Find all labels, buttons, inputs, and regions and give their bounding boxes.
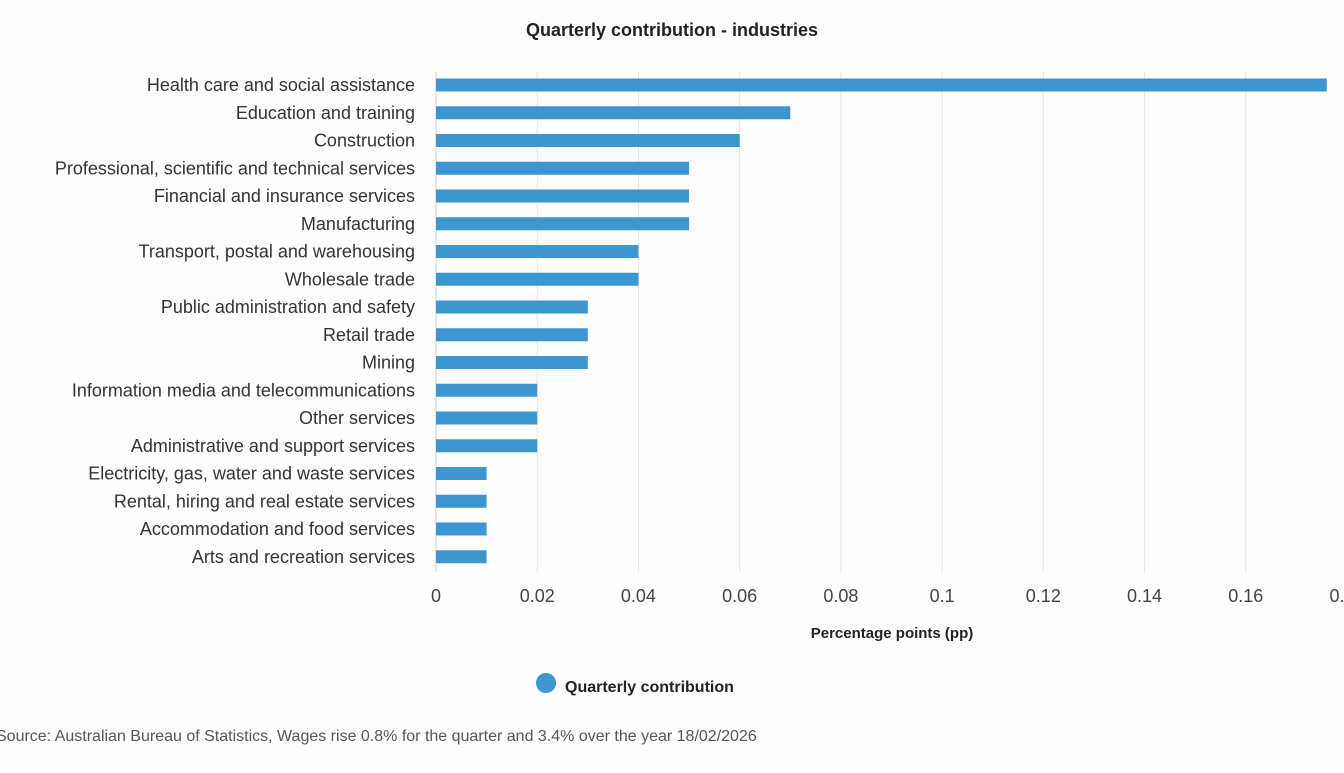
x-tick-label: 0.08	[823, 586, 858, 606]
x-tick-label: 0	[431, 586, 441, 606]
category-label: Wholesale trade	[285, 269, 415, 289]
bar	[436, 356, 588, 369]
bar	[436, 411, 538, 425]
category-label: Other services	[299, 408, 415, 428]
category-label: Arts and recreation services	[192, 547, 415, 567]
category-label: Education and training	[236, 103, 415, 123]
x-tick-label: 0.02	[520, 586, 555, 606]
category-label: Administrative and support services	[131, 436, 415, 456]
bar	[436, 134, 740, 147]
bar	[436, 245, 639, 258]
source-note: Source: Australian Bureau of Statistics,…	[0, 728, 757, 745]
category-label: Transport, postal and warehousing	[139, 242, 416, 262]
category-label: Construction	[314, 131, 415, 151]
category-label: Rental, hiring and real estate services	[114, 491, 415, 511]
x-tick-label: 0.1	[930, 586, 955, 606]
x-tick-label: 0.16	[1228, 586, 1263, 606]
category-label: Health care and social assistance	[147, 75, 415, 95]
x-axis-label: Percentage points (pp)	[811, 625, 974, 642]
bar	[436, 189, 690, 203]
x-tick-label: 0.14	[1127, 586, 1162, 606]
bar	[436, 522, 487, 536]
category-labels: Health care and social assistance Educati…	[55, 75, 415, 567]
bar	[436, 550, 487, 564]
bar	[436, 106, 791, 120]
chart-title: Quarterly contribution - industries	[526, 20, 818, 40]
bar	[436, 383, 538, 397]
category-label: Professional, scientific and technical s…	[55, 158, 415, 178]
category-label: Accommodation and food services	[140, 519, 415, 539]
bar	[436, 494, 487, 508]
x-tick-label: 0.04	[621, 586, 656, 606]
x-tick-label: 0.06	[722, 586, 757, 606]
bar	[436, 439, 538, 453]
category-label: Information media and telecommunications	[72, 380, 415, 400]
bar	[436, 328, 588, 342]
bar	[436, 217, 690, 231]
category-label: Electricity, gas, water and waste servic…	[88, 464, 415, 484]
bar	[436, 272, 639, 286]
category-label: Manufacturing	[301, 214, 415, 234]
bar	[436, 161, 690, 175]
category-label: Financial and insurance services	[154, 186, 415, 206]
bars	[436, 78, 1327, 564]
bar	[436, 300, 588, 314]
bar	[436, 78, 1327, 92]
category-label: Mining	[362, 353, 415, 373]
x-tick-label: 0.12	[1026, 586, 1061, 606]
category-label: Public administration and safety	[161, 297, 415, 317]
x-tick-label: 0.18	[1329, 586, 1344, 606]
category-label: Retail trade	[323, 325, 415, 345]
x-tick-labels: 0 0.02 0.04 0.06 0.08 0.1 0.12 0.14 0.16 0.18	[431, 586, 1344, 606]
bar	[436, 467, 487, 480]
legend-marker[interactable]	[536, 673, 556, 693]
legend-label[interactable]: Quarterly contribution	[565, 679, 734, 696]
gridlines	[435, 72, 1247, 572]
